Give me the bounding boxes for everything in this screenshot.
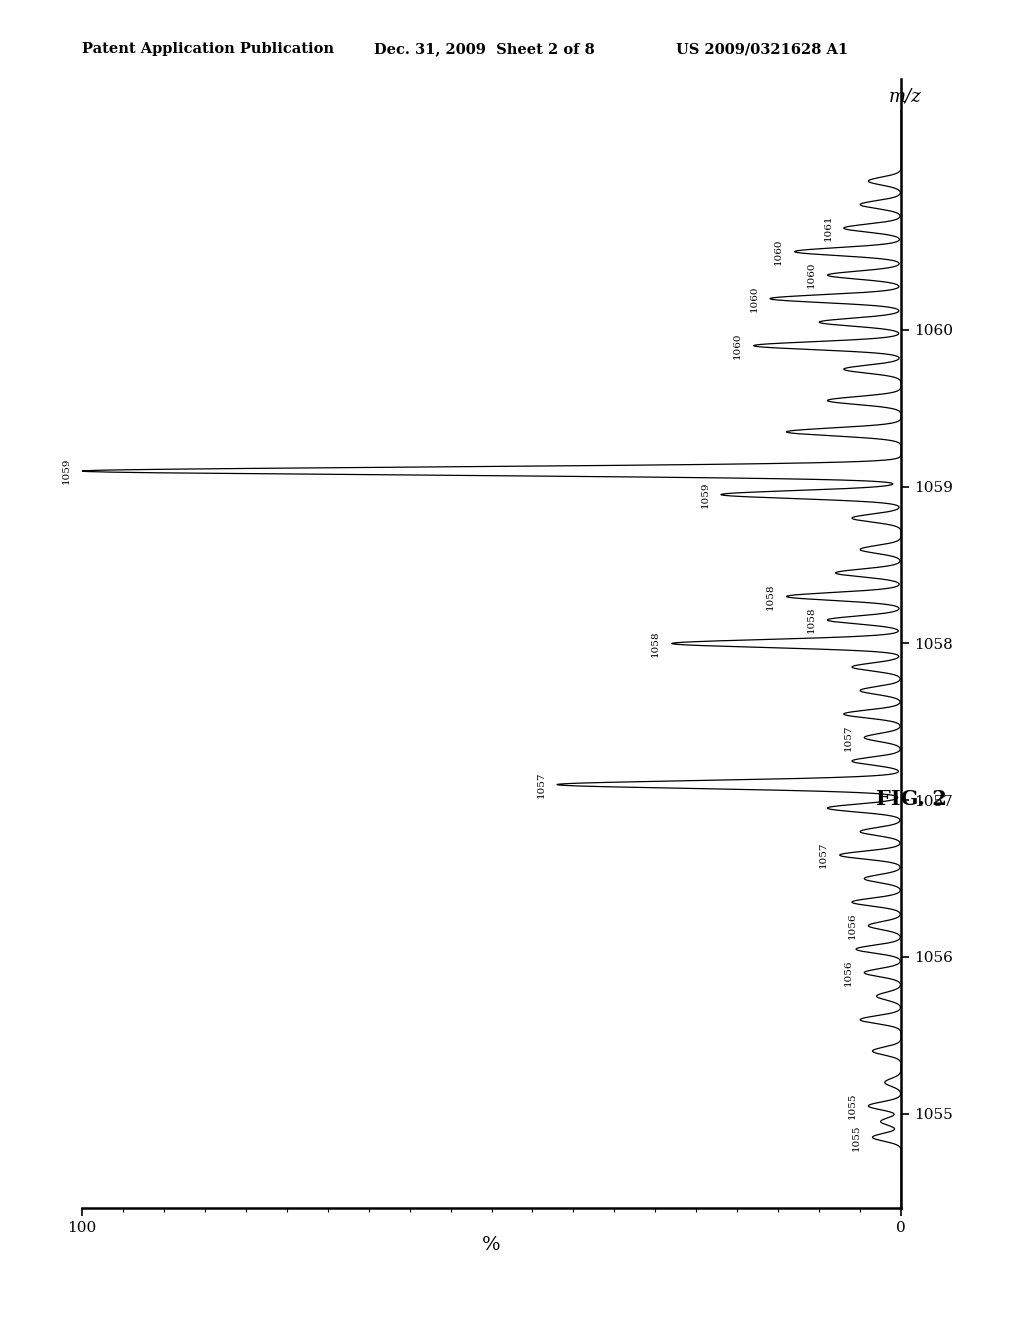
Text: 1060: 1060 bbox=[807, 261, 816, 288]
Text: FIG. 2: FIG. 2 bbox=[876, 788, 946, 809]
Text: US 2009/0321628 A1: US 2009/0321628 A1 bbox=[676, 42, 848, 57]
Text: 1056: 1056 bbox=[844, 960, 853, 986]
Text: Dec. 31, 2009  Sheet 2 of 8: Dec. 31, 2009 Sheet 2 of 8 bbox=[374, 42, 595, 57]
Text: 1057: 1057 bbox=[844, 725, 853, 751]
Text: 1058: 1058 bbox=[807, 607, 816, 634]
Text: 1060: 1060 bbox=[733, 333, 742, 359]
Text: 1055: 1055 bbox=[848, 1093, 857, 1119]
Text: 1060: 1060 bbox=[750, 285, 759, 312]
Text: 1059: 1059 bbox=[700, 482, 710, 508]
Text: 1056: 1056 bbox=[848, 912, 857, 939]
Text: m/z: m/z bbox=[889, 87, 922, 106]
Text: 1060: 1060 bbox=[774, 239, 783, 265]
Text: 1058: 1058 bbox=[766, 583, 775, 610]
Text: 1057: 1057 bbox=[537, 771, 546, 797]
Text: 1055: 1055 bbox=[852, 1125, 861, 1151]
Text: %: % bbox=[482, 1236, 501, 1254]
Text: 1059: 1059 bbox=[61, 458, 71, 484]
Text: 1057: 1057 bbox=[819, 842, 828, 869]
Text: 1061: 1061 bbox=[823, 215, 833, 242]
Text: 1058: 1058 bbox=[651, 630, 660, 657]
Text: Patent Application Publication: Patent Application Publication bbox=[82, 42, 334, 57]
